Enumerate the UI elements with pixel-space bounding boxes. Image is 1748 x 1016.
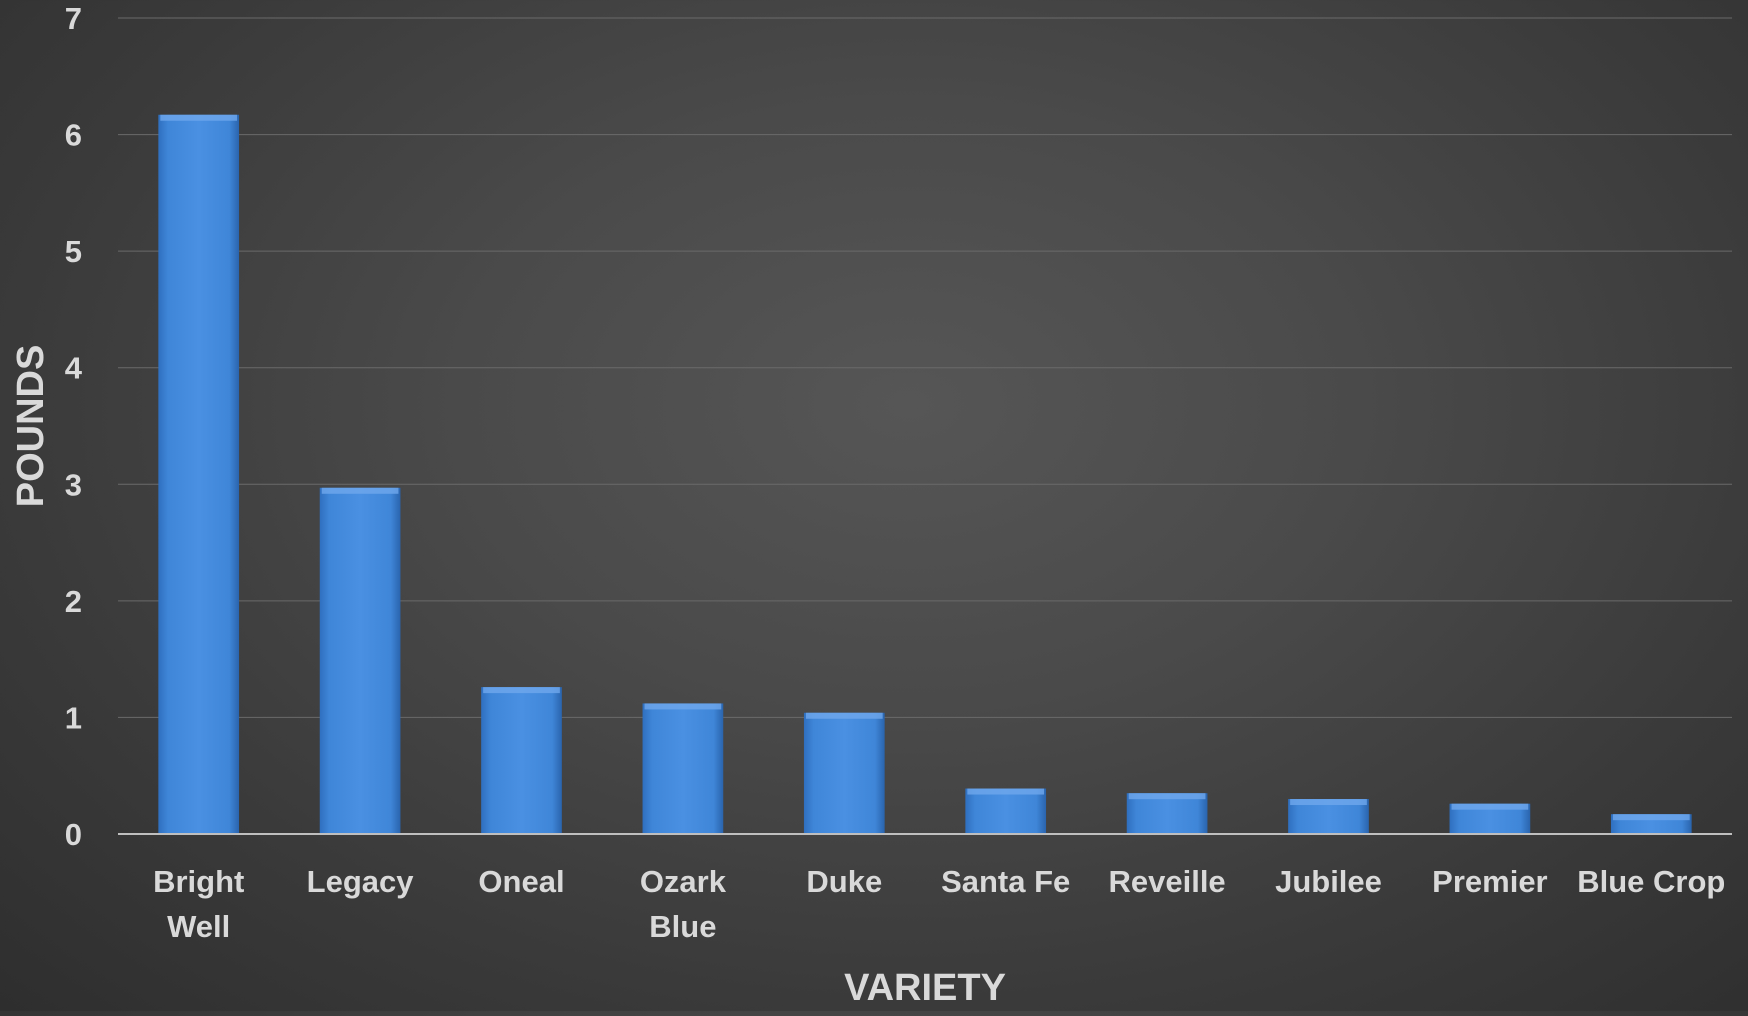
bar-top-bevel bbox=[1290, 799, 1367, 806]
x-tick-label: Duke bbox=[806, 864, 882, 899]
bar bbox=[965, 788, 1047, 834]
bar-top-bevel bbox=[644, 703, 722, 710]
x-tick-label: Legacy bbox=[307, 864, 415, 899]
x-tick-label-line: Oneal bbox=[478, 864, 564, 899]
y-tick-label: 0 bbox=[65, 817, 82, 852]
x-tick-label: Blue Crop bbox=[1577, 864, 1725, 899]
x-tick-label-line: Blue bbox=[649, 909, 716, 944]
bar-top-bevel bbox=[967, 788, 1045, 795]
x-axis-title: VARIETY bbox=[844, 967, 1006, 1009]
bar bbox=[481, 687, 562, 834]
x-tick-label-line: Ozark bbox=[640, 864, 727, 899]
x-tick-label: Ozark Blue bbox=[640, 864, 727, 944]
x-tick-label: Bright Well bbox=[153, 864, 244, 944]
y-tick-label: 1 bbox=[65, 700, 82, 735]
x-tick-label: Santa Fe bbox=[941, 864, 1070, 899]
x-tick-label-line: Reveille bbox=[1108, 864, 1225, 899]
y-axis-tick-labels: 0 1 2 3 4 5 6 7 bbox=[65, 1, 83, 852]
x-tick-label-line: Bright bbox=[153, 864, 244, 899]
bar-top-bevel bbox=[1451, 803, 1529, 810]
bar-top-bevel bbox=[483, 687, 560, 694]
y-tick-label: 5 bbox=[65, 234, 82, 269]
y-tick-label: 3 bbox=[65, 467, 82, 502]
bar-top-bevel bbox=[805, 712, 883, 719]
x-axis-tick-labels: Bright Well Legacy Oneal Ozark Blue Duke Santa … bbox=[153, 864, 1725, 944]
bar-top-bevel bbox=[160, 114, 238, 121]
y-axis-title: POUNDS bbox=[10, 345, 52, 508]
x-tick-label: Oneal bbox=[478, 864, 564, 899]
bar bbox=[158, 114, 240, 835]
x-tick-label-line: Well bbox=[167, 909, 230, 944]
x-tick-label-line: Legacy bbox=[307, 864, 415, 899]
bar-top-bevel bbox=[1128, 793, 1206, 800]
y-tick-label: 6 bbox=[65, 118, 82, 153]
x-tick-label: Reveille bbox=[1108, 864, 1225, 899]
bar bbox=[1126, 793, 1208, 834]
y-tick-label: 4 bbox=[65, 351, 83, 386]
y-tick-label: 7 bbox=[65, 1, 82, 36]
x-tick-label: Premier bbox=[1432, 864, 1547, 899]
x-tick-label-line: Jubilee bbox=[1275, 864, 1382, 899]
bar bbox=[803, 712, 885, 834]
x-tick-label-line: Santa Fe bbox=[941, 864, 1070, 899]
bars bbox=[158, 114, 1692, 835]
x-tick-label-line: Duke bbox=[806, 864, 882, 899]
bar-top-bevel bbox=[321, 487, 399, 494]
bar bbox=[319, 487, 401, 834]
x-tick-label-line: Blue Crop bbox=[1577, 864, 1725, 899]
x-tick-label: Jubilee bbox=[1275, 864, 1382, 899]
y-tick-label: 2 bbox=[65, 584, 82, 619]
bar bbox=[642, 703, 724, 834]
x-tick-label-line: Premier bbox=[1432, 864, 1547, 899]
bar-top-bevel bbox=[1612, 814, 1690, 821]
